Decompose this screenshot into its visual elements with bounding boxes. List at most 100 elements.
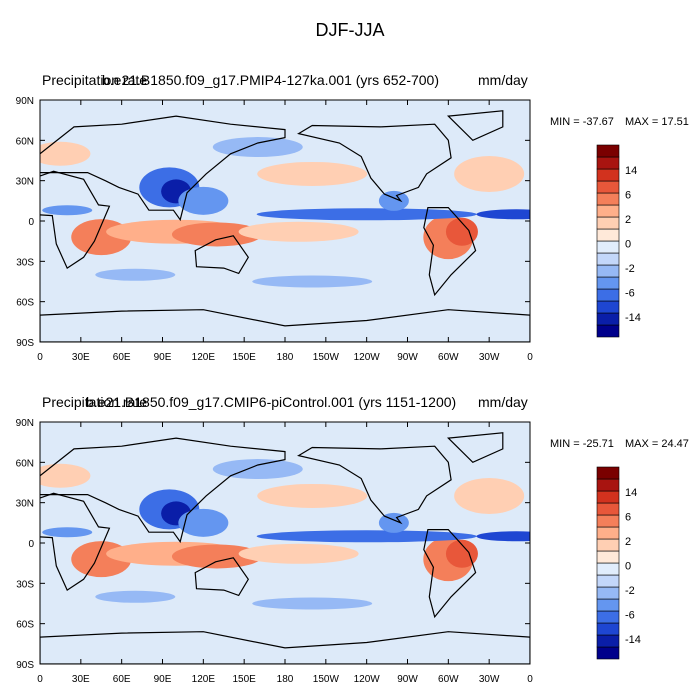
x-tick-label: 180 [277,352,294,363]
colorbar-swatch [596,300,620,314]
north-america-outline [297,123,452,203]
panel2-min: MIN = -25.71 [550,438,614,450]
colorbar-swatch [596,610,620,624]
atlantic-itcz-dry [476,531,530,542]
x-tick-label: 0 [527,674,533,685]
y-tick-label: 90N [16,96,34,107]
itcz-dry-band [256,530,477,543]
colorbar-swatch [596,168,620,182]
amazon-core-blob [445,217,478,246]
north-pacific-dry-band [212,137,303,158]
colorbar-swatch [596,478,620,492]
x-tick-label: 60W [438,352,459,363]
panel1-units: mm/day [478,72,528,88]
colorbar-swatch [596,574,620,588]
y-tick-label: 30N [16,499,34,510]
colorbar-label: -6 [625,288,635,300]
y-tick-label: 60N [16,458,34,469]
colorbar-swatch [596,240,620,254]
southern-ocean-dry-band [95,590,176,603]
spcz-band [238,543,359,564]
colorbar-label: 0 [625,239,631,251]
europe-wet-blob [40,141,91,166]
x-tick-label: 150E [232,674,256,685]
north-atlantic-wet [454,477,525,514]
sahel-dry-band [42,527,93,538]
y-tick-label: 30S [16,579,34,590]
north-pacific-wet [257,483,368,508]
colorbar-label: 14 [625,487,637,499]
x-tick-label: 30E [72,352,90,363]
antarctica-outline [40,309,530,342]
north-atlantic-wet [454,155,525,192]
greenland-outline [446,432,504,464]
y-tick-label: 30S [16,257,34,268]
panel1-case-label: b.e21.B1850.f09_g17.PMIP4-127ka.001 (yrs… [102,72,440,88]
colorbar-swatch [596,324,620,338]
north-pacific-wet [257,161,368,186]
y-tick-label: 60S [16,620,34,631]
x-tick-label: 90E [154,352,172,363]
central-america-dry [378,512,409,533]
x-tick-label: 0 [37,352,43,363]
colorbar-swatch [596,622,620,636]
x-tick-label: 60W [438,674,459,685]
x-tick-label: 0 [527,352,533,363]
colorbar-label: -2 [625,263,635,275]
colorbar-label: 2 [625,214,631,226]
eurasia-outline [40,437,286,544]
y-tick-label: 0 [28,217,34,228]
south-america-outline [423,529,477,619]
x-tick-label: 30E [72,674,90,685]
maritime-wet-band [171,544,262,569]
x-tick-label: 0 [37,674,43,685]
colorbar-swatch [596,562,620,576]
colorbar-label: 14 [625,165,637,177]
panel1-field [40,100,530,342]
colorbar-swatch [596,586,620,600]
colorbar-swatch [596,264,620,278]
x-tick-label: 120W [354,674,381,685]
colorbar-swatch [596,180,620,194]
colorbar-label: -14 [625,312,641,324]
x-tick-label: 60E [113,674,131,685]
colorbar-swatch [596,252,620,266]
colorbar-swatch [596,466,620,480]
x-tick-label: 150W [313,352,340,363]
colorbar-label: -14 [625,634,641,646]
colorbar-swatch [596,526,620,540]
y-tick-label: 90N [16,418,34,429]
colorbar-label: 2 [625,536,631,548]
y-tick-label: 90S [16,338,34,349]
colorbar-swatch [596,216,620,230]
north-pacific-dry-band [212,459,303,480]
europe-wet-blob [40,463,91,488]
colorbar-swatch [596,538,620,552]
colorbar-label: 6 [625,190,631,202]
central-america-dry [378,190,409,211]
eurasia-outline [40,115,286,222]
x-tick-label: 90E [154,674,172,685]
x-tick-label: 120W [354,352,381,363]
panel2-variable-label: Precipitation rate [42,394,148,410]
north-america-outline [297,445,452,525]
panel1-variable-label: Precipitation rate [42,72,148,88]
colorbar-swatch [596,288,620,302]
x-tick-label: 90W [397,352,418,363]
itcz-dry-band [256,208,477,221]
x-tick-label: 180 [277,674,294,685]
panel2-max: MAX = 24.47 [625,438,689,450]
panel1-min: MIN = -37.67 [550,116,614,128]
africa-outline [40,492,111,591]
west-pacific-dry [178,186,229,215]
x-tick-label: 30W [479,352,500,363]
y-tick-label: 0 [28,539,34,550]
panel2-field [40,422,530,664]
x-tick-label: 150W [313,674,340,685]
y-tick-label: 60N [16,136,34,147]
australia-outline [194,557,250,597]
x-tick-label: 150E [232,352,256,363]
australia-outline [194,235,250,275]
colorbar-swatch [596,598,620,612]
colorbar-swatch [596,156,620,170]
